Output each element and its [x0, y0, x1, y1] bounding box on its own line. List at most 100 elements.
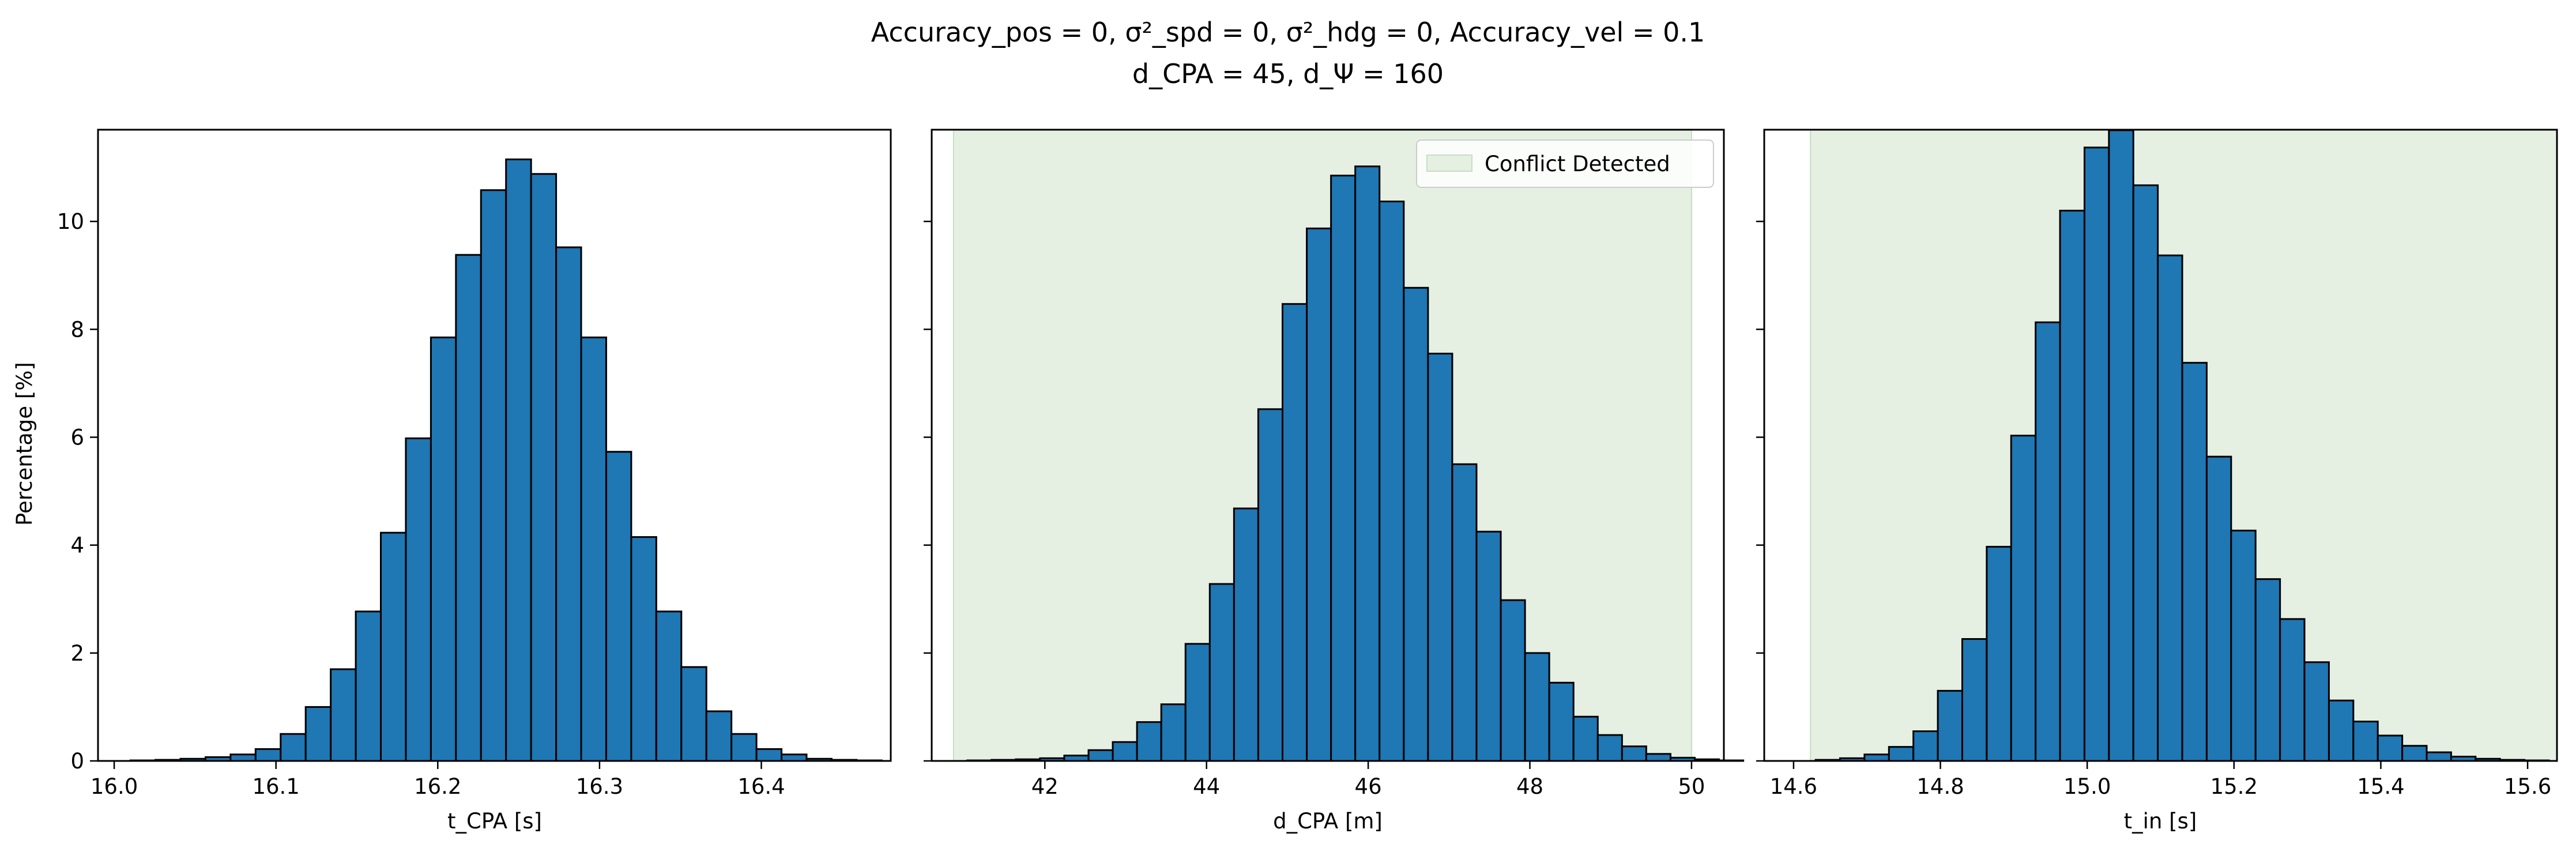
histogram-bar: [1888, 746, 1915, 762]
histogram-bar: [680, 666, 707, 762]
histogram-bar: [2279, 618, 2306, 762]
histogram-bar: [2132, 184, 2159, 762]
histogram-bar: [2083, 146, 2110, 762]
y-tick-label: 8: [70, 317, 84, 342]
x-tick-label: 48: [1516, 774, 1543, 799]
x-tick-label: 15.6: [2504, 774, 2551, 799]
y-tick-label: 4: [70, 533, 84, 558]
histogram-bar: [1330, 175, 1357, 762]
histogram-bar: [730, 733, 758, 762]
legend-swatch: [1426, 154, 1472, 172]
histogram-bar: [1596, 734, 1623, 762]
axes-frame: [1763, 129, 2558, 762]
x-tick-label: 14.8: [1916, 774, 1964, 799]
histogram-bar: [2401, 745, 2428, 762]
histogram-bar: [2010, 435, 2037, 762]
axes-frame: [931, 129, 1725, 762]
histogram-bar: [1451, 463, 1478, 762]
histogram-bar: [1572, 715, 1599, 762]
x-tick-label: 16.2: [414, 774, 461, 799]
histogram-bar: [1208, 583, 1235, 762]
histogram-bar: [1961, 638, 1988, 762]
x-tick-label: 15.2: [2210, 774, 2258, 799]
histogram-bar: [2377, 734, 2404, 762]
x-axis-label-tin: t_in [s]: [2124, 809, 2197, 834]
histogram-bar: [254, 748, 282, 762]
panel-tin: 14.6 14.8 15.0 15.2 15.4 15.6: [1756, 129, 2558, 799]
histogram-bar: [630, 536, 657, 762]
x-tick-label: 16.3: [576, 774, 623, 799]
y-axis-label: Percentage [%]: [12, 362, 37, 526]
histogram-bar: [229, 753, 257, 762]
histogram-bar: [580, 336, 607, 762]
histogram-bar: [1160, 703, 1187, 762]
x-tick-label: 44: [1193, 774, 1220, 799]
histogram-bar: [1354, 165, 1381, 762]
histogram-bar: [1306, 227, 1332, 762]
histogram-bar: [1937, 689, 1963, 762]
histogram-bar: [355, 610, 382, 762]
histogram-bar: [455, 254, 482, 762]
histogram-bar: [430, 336, 457, 762]
histogram-bar: [1233, 507, 1259, 762]
histogram-bar: [1500, 599, 1526, 762]
histogram-bar: [2254, 578, 2281, 762]
x-tick-label: 16.0: [91, 774, 138, 799]
axes-frame: [97, 129, 892, 762]
histogram-bar: [304, 706, 332, 762]
histogram-bar: [1524, 652, 1550, 762]
figure-title-line1: Accuracy_pos = 0, σ²_spd = 0, σ²_hdg = 0…: [871, 17, 1705, 48]
histogram-bar: [2352, 721, 2379, 762]
x-axis-label-tcpa: t_CPA [s]: [447, 809, 542, 834]
histogram-bar: [405, 437, 432, 762]
histogram-bar: [2303, 661, 2330, 762]
histogram-bar: [1645, 753, 1671, 762]
legend-box: [1416, 140, 1714, 188]
histogram-bar: [755, 748, 783, 762]
histogram-bar: [555, 246, 582, 762]
histogram-bar: [1136, 721, 1162, 762]
histogram-bar: [2157, 254, 2183, 762]
histogram-bar: [1863, 753, 1890, 762]
histogram-bar: [2059, 209, 2085, 762]
x-tick-label: 15.4: [2357, 774, 2404, 799]
x-tick-label: 15.0: [2063, 774, 2111, 799]
histogram-bar: [1112, 741, 1138, 762]
y-tick-label: 2: [70, 641, 84, 666]
histogram-bar: [1403, 286, 1429, 762]
histogram-bar: [1379, 200, 1405, 762]
histogram-bar: [605, 451, 632, 762]
histogram-bar: [2108, 129, 2134, 762]
y-tick-label: 10: [57, 209, 84, 234]
histogram-bar: [2181, 361, 2208, 762]
legend: Conflict Detected: [1416, 140, 1714, 188]
x-tick-label: 16.1: [252, 774, 299, 799]
histogram-bar: [1281, 303, 1308, 762]
histogram-bar: [705, 710, 733, 762]
histogram-bar: [1087, 749, 1114, 762]
figure-title-line2: d_CPA = 45, d_Ψ = 160: [1132, 58, 1444, 89]
histogram-bar: [2426, 751, 2452, 762]
histogram-bar: [655, 610, 683, 762]
histogram-bar: [1986, 545, 2012, 762]
histogram-bar: [280, 733, 307, 762]
histogram-bar: [480, 189, 507, 762]
panel-tcpa: 16.0 16.1 16.2 16.3 16.4 0 2 4 6 8 10: [57, 129, 892, 799]
x-tick-label: 42: [1031, 774, 1059, 799]
legend-label: Conflict Detected: [1485, 152, 1670, 176]
histogram-bar: [380, 531, 407, 762]
y-tick-label: 0: [70, 749, 84, 774]
histogram-bar: [505, 158, 532, 762]
histogram-bar: [1257, 408, 1283, 762]
x-tick-label: 50: [1678, 774, 1705, 799]
x-axis-label-dcpa: d_CPA [m]: [1273, 809, 1383, 834]
histogram-bar: [1548, 681, 1575, 762]
histogram-bar: [2205, 455, 2232, 762]
panel-dcpa: 42 44 46 48 50 Conflict Detected: [924, 129, 1745, 799]
histogram-bar: [2035, 321, 2061, 762]
histogram-bar: [2328, 699, 2355, 762]
histogram-bar: [1621, 745, 1647, 762]
histogram-bar: [1184, 643, 1211, 762]
x-tick-label: 16.4: [737, 774, 785, 799]
